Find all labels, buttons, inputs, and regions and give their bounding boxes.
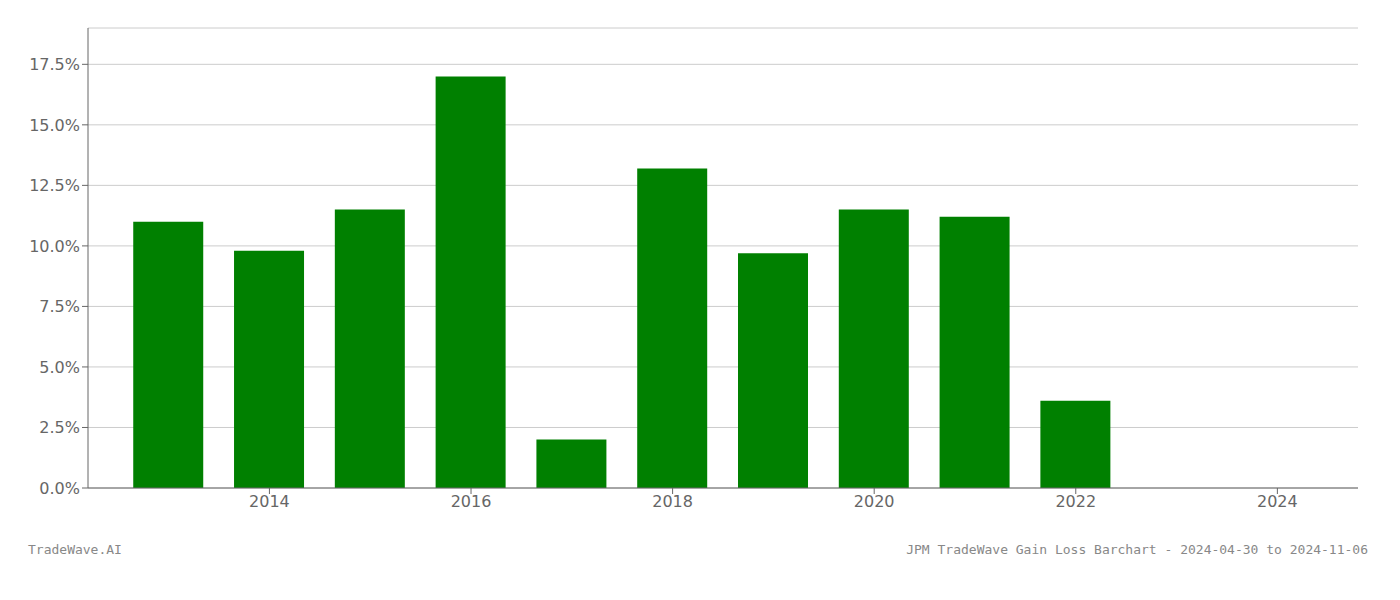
svg-text:5.0%: 5.0% [39,358,80,377]
svg-text:2014: 2014 [249,492,290,511]
svg-text:12.5%: 12.5% [29,176,80,195]
svg-text:17.5%: 17.5% [29,55,80,74]
svg-text:2.5%: 2.5% [39,418,80,437]
svg-text:0.0%: 0.0% [39,479,80,498]
svg-text:2024: 2024 [1257,492,1298,511]
svg-text:15.0%: 15.0% [29,116,80,135]
svg-text:2020: 2020 [854,492,895,511]
html-text:TradeWave.AI: TradeWave.AI [28,542,122,557]
svg-text:2022: 2022 [1055,492,1096,511]
html-text:JPM TradeWave Gain Loss Barcha: JPM TradeWave Gain Loss Barchart - 2024-… [906,542,1368,557]
svg-text:7.5%: 7.5% [39,297,80,316]
svg-text:2016: 2016 [451,492,492,511]
svg-text:2018: 2018 [652,492,693,511]
svg-text:10.0%: 10.0% [29,237,80,256]
